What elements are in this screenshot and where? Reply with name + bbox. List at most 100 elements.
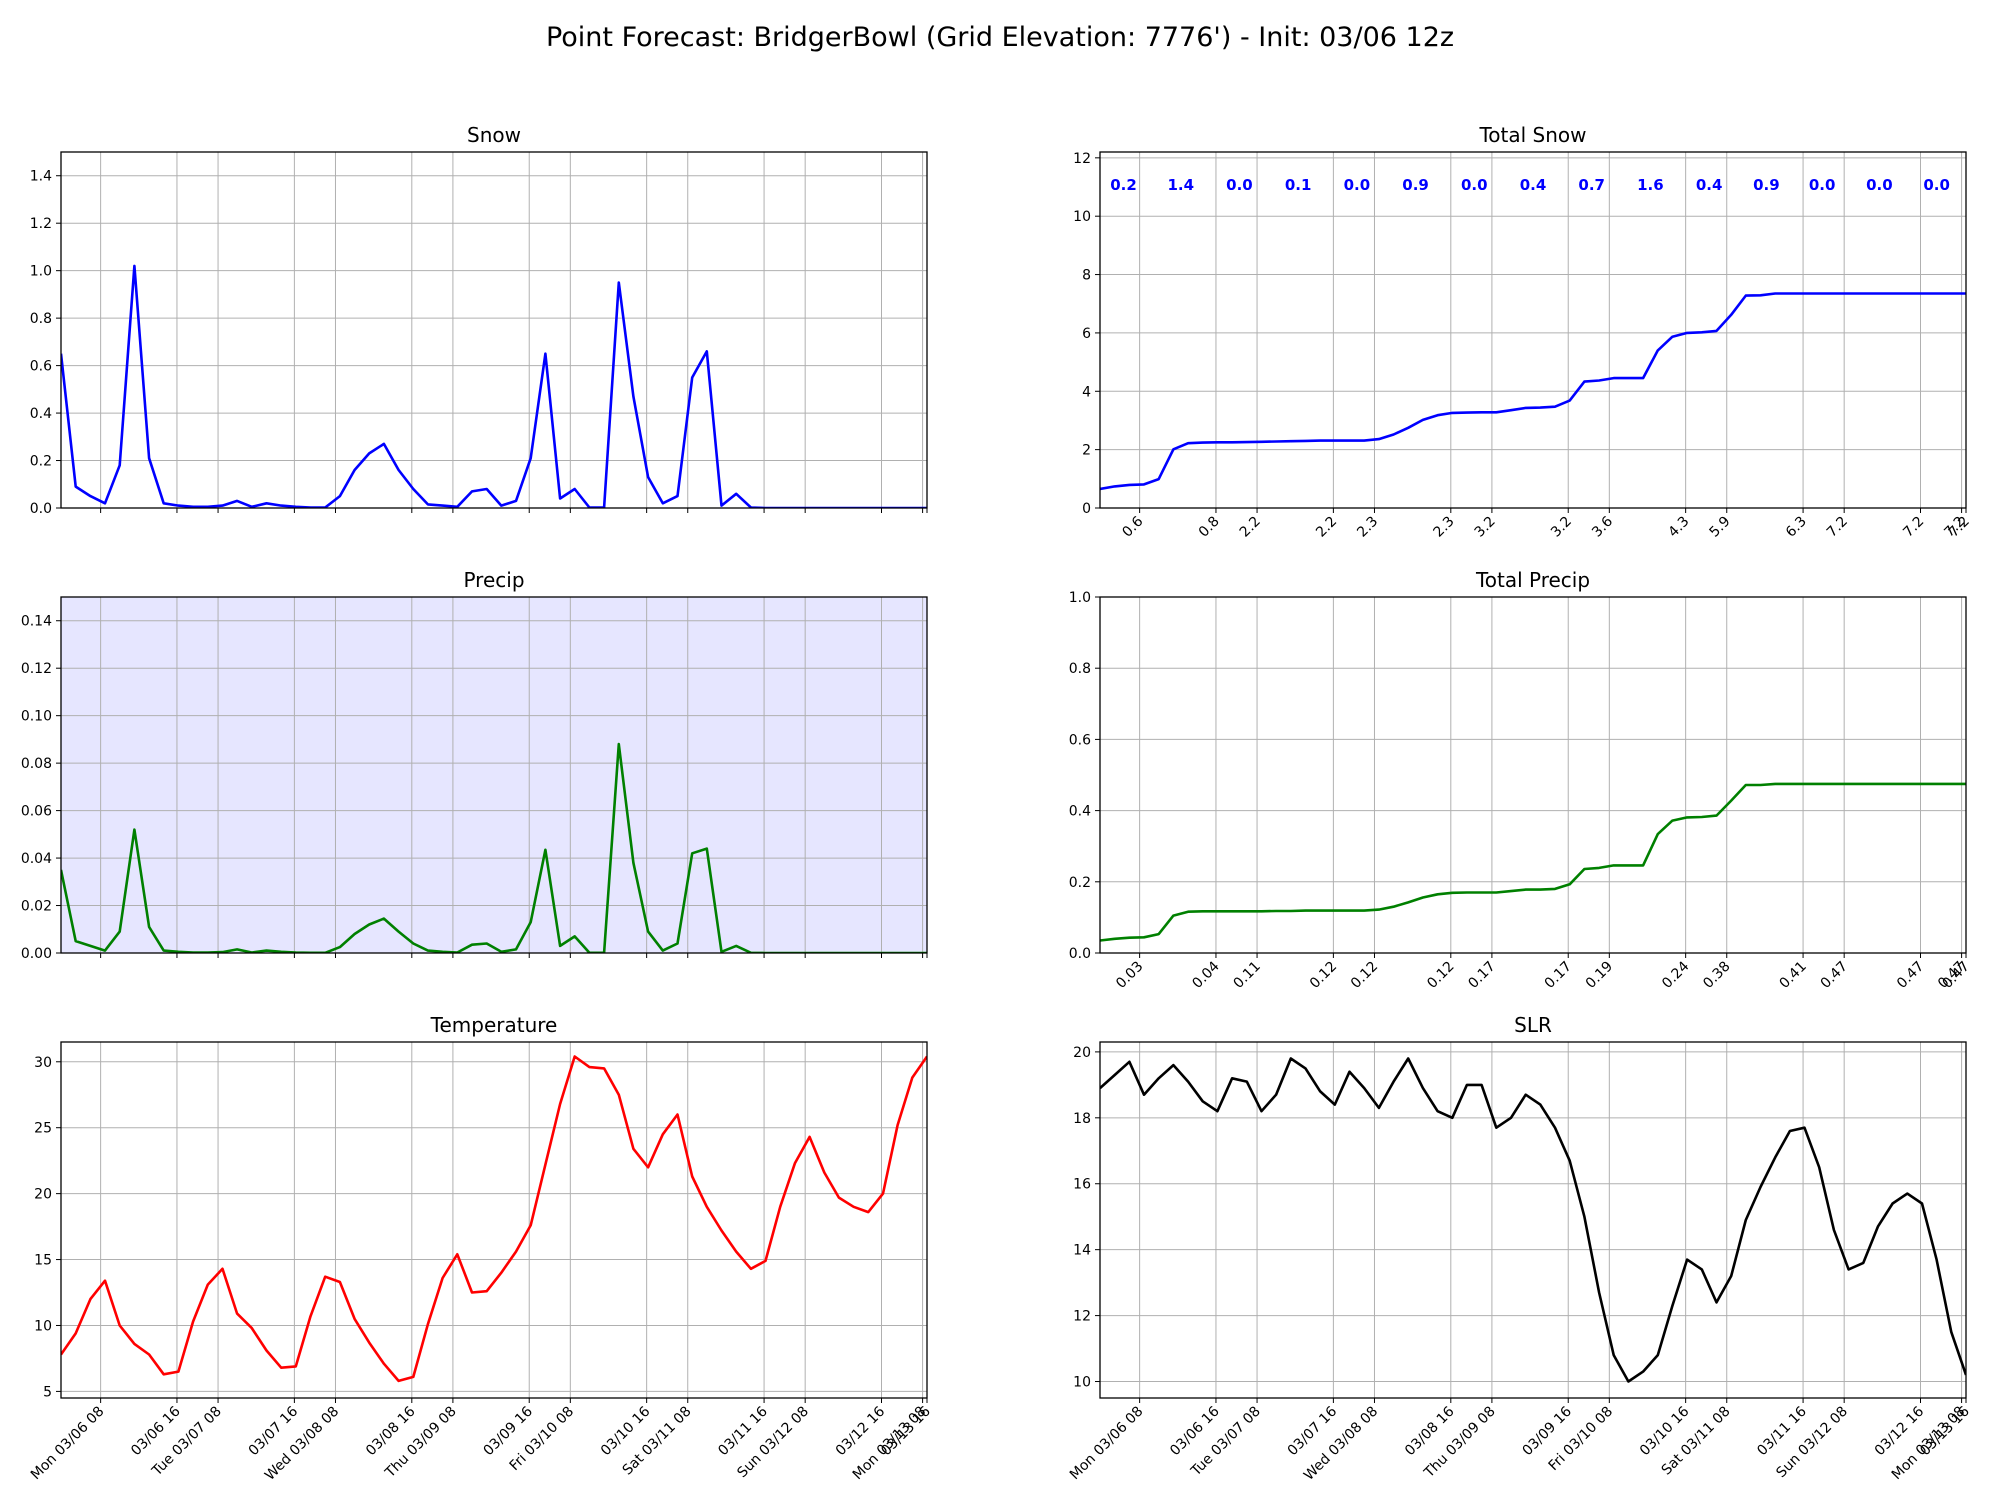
- y-tick-label: 0.8: [30, 311, 52, 327]
- axes-frame: [1099, 596, 1967, 954]
- annotation-label: 0.0: [1923, 176, 1950, 194]
- y-tick-label: 10: [34, 1318, 52, 1334]
- x-tick-label: 0.17: [1465, 959, 1498, 992]
- y-tick-label: 25: [34, 1121, 52, 1137]
- plot-area: [61, 1042, 927, 1398]
- y-tick-label: 0.4: [30, 406, 52, 422]
- y-tick-label: 1.2: [30, 216, 52, 232]
- y-tick-label: 0.04: [21, 851, 52, 867]
- annotation-label: 1.4: [1167, 176, 1194, 194]
- x-tick-label: 0.6: [1119, 513, 1146, 540]
- y-tick-label: 12: [1073, 1309, 1091, 1325]
- y-tick-label: 10: [1073, 1375, 1091, 1391]
- x-tick-label: 0.12: [1424, 959, 1457, 992]
- x-tick-label: 0.47: [1818, 959, 1851, 992]
- chart-title: Precip: [463, 568, 524, 592]
- x-tick-label: 2.2: [1237, 514, 1264, 541]
- series-line: [1100, 292, 1966, 491]
- x-tick-label: 0.8: [1196, 514, 1223, 541]
- y-tick-label: 8: [1082, 268, 1091, 284]
- chart-title: Temperature: [430, 1013, 558, 1037]
- y-tick-label: 12: [1073, 151, 1091, 167]
- y-tick-label: 20: [1073, 1045, 1091, 1061]
- x-tick-label: 0.47: [1894, 959, 1927, 992]
- annotation-label: 0.9: [1402, 176, 1429, 194]
- plot-area: [61, 152, 927, 508]
- x-tick-label: 3.2: [1472, 514, 1499, 541]
- plot-area: [1100, 1042, 1966, 1398]
- y-tick-label: 1.0: [30, 264, 52, 280]
- x-tick-label: 2.3: [1431, 514, 1458, 541]
- annotation-label: 0.0: [1809, 176, 1836, 194]
- x-tick-label: 0.04: [1189, 958, 1222, 991]
- x-tick-label: 7.2: [1824, 514, 1851, 541]
- y-tick-label: 15: [34, 1253, 52, 1269]
- plot-area: [61, 597, 927, 953]
- axes-frame: [60, 1041, 928, 1399]
- x-tick-label: 2.2: [1313, 514, 1340, 541]
- annotation-label: 0.4: [1696, 176, 1723, 194]
- series-line: [1100, 782, 1966, 942]
- annotation-label: 0.9: [1753, 176, 1780, 194]
- y-tick-label: 10: [1073, 209, 1091, 225]
- y-tick-label: 0.4: [1069, 804, 1091, 820]
- chart-title: Total Snow: [1478, 123, 1586, 147]
- x-tick-label: 0.11: [1231, 959, 1264, 992]
- x-tick-label: 0.03: [1113, 959, 1146, 992]
- x-tick-label: 6.3: [1783, 514, 1810, 541]
- axes-frame: [1099, 151, 1967, 509]
- figure-title: Point Forecast: BridgerBowl (Grid Elevat…: [545, 22, 1455, 53]
- chart-title: Total Precip: [1475, 568, 1590, 592]
- x-tick-label: 4.3: [1665, 514, 1692, 541]
- x-tick-label: 0.12: [1307, 959, 1340, 992]
- y-tick-label: 0.06: [21, 804, 52, 820]
- x-tick-label: 0.24: [1659, 958, 1692, 991]
- x-tick-label: Sun 03/12 08: [1773, 1404, 1851, 1482]
- x-tick-label: Thu 03/09 08: [1421, 1404, 1499, 1482]
- y-tick-label: 5: [43, 1384, 52, 1400]
- x-tick-label: 0.38: [1700, 959, 1733, 992]
- x-tick-label: Thu 03/09 08: [382, 1404, 460, 1482]
- chart-total-snow: 0 2 4 6 8 10 12 0.6 0.8 2.2 2.2 2.3 2.3 3.2 3.2 3.6 4.3 5…: [1073, 123, 1973, 541]
- series-line: [1100, 1057, 1966, 1383]
- y-tick-label: 18: [1073, 1111, 1091, 1127]
- x-tick-label: 03/13 16: [1917, 1403, 1973, 1459]
- annotation-label: 0.4: [1520, 176, 1547, 194]
- chart-snow: 0.0 0.2 0.4 0.6 0.8 1.0 1.2 1.4 Snow: [30, 123, 928, 517]
- y-tick-label: 16: [1073, 1177, 1091, 1193]
- series-line: [61, 1055, 927, 1383]
- y-tick-label: 0.6: [1069, 732, 1091, 748]
- y-tick-label: 0.8: [1069, 661, 1091, 677]
- x-tick-label: 03/13 16: [878, 1403, 934, 1459]
- series-line: [61, 264, 927, 508]
- y-tick-label: 30: [34, 1055, 52, 1071]
- y-tick-label: 0.08: [21, 756, 52, 772]
- axes-frame: [1099, 1041, 1967, 1399]
- y-tick-label: 0.6: [30, 359, 52, 375]
- x-tick-label: 0.19: [1583, 959, 1616, 992]
- y-tick-label: 4: [1082, 384, 1091, 400]
- y-tick-label: 0.2: [30, 454, 52, 470]
- chart-precip: 0.00 0.02 0.04 0.06 0.08 0.10 0.12 0.14 Precip: [21, 568, 928, 962]
- x-tick-label: Mon 03/06 08: [1067, 1404, 1147, 1484]
- annotation-label: 0.2: [1110, 176, 1137, 194]
- y-tick-label: 0.12: [21, 661, 52, 677]
- y-tick-label: 6: [1082, 326, 1091, 342]
- y-tick-label: 0.2: [1069, 875, 1091, 891]
- y-tick-label: 1.4: [30, 169, 52, 185]
- annotation-label: 0.0: [1226, 176, 1253, 194]
- annotation-label: 1.6: [1637, 176, 1664, 194]
- x-tick-label: 2.3: [1354, 514, 1381, 541]
- y-tick-label: 0.02: [21, 899, 52, 915]
- y-tick-label: 1.0: [1069, 590, 1091, 606]
- plot-area: [1100, 152, 1966, 508]
- x-tick-label: 0.12: [1348, 959, 1381, 992]
- y-tick-label: 0.00: [21, 946, 52, 962]
- axes-frame: [60, 151, 928, 509]
- y-tick-label: 0: [1082, 501, 1091, 517]
- annotation-label: 0.0: [1344, 176, 1371, 194]
